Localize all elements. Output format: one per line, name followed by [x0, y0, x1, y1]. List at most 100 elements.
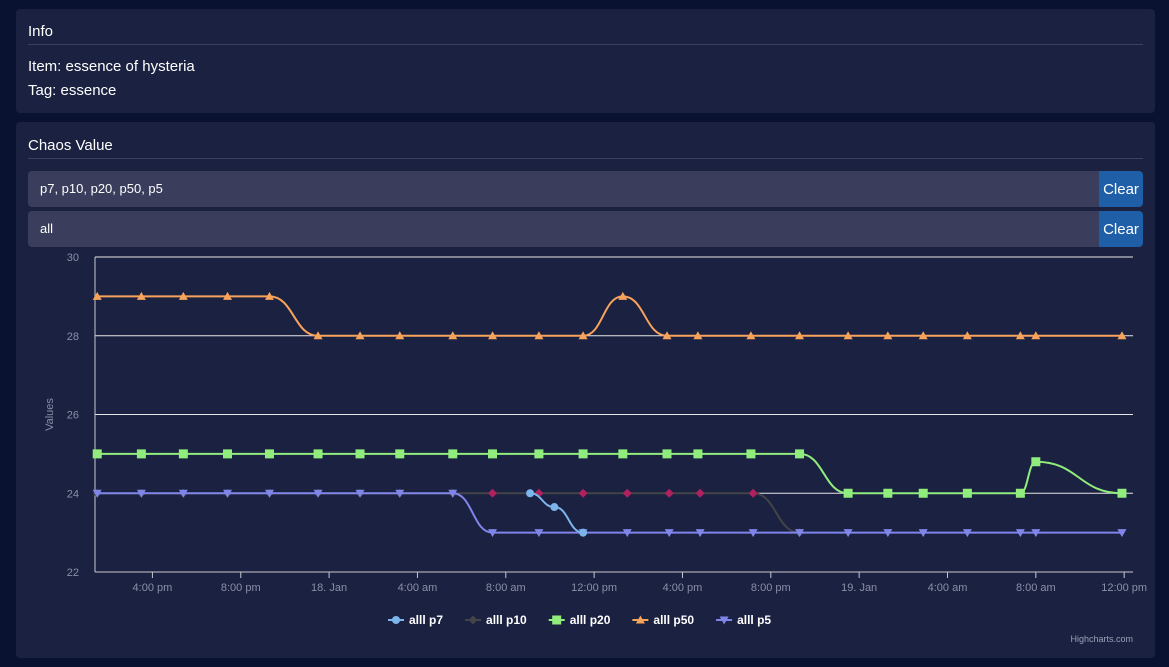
series-line[interactable] [529, 492, 584, 534]
legend-item-alll-p7[interactable]: alll p7 [388, 613, 443, 627]
data-point[interactable] [136, 489, 146, 498]
data-point[interactable] [313, 489, 323, 498]
legend-marker[interactable] [635, 615, 645, 624]
data-point[interactable] [662, 449, 672, 459]
clear-league-filter-button[interactable]: Clear [1099, 211, 1143, 247]
data-point[interactable] [962, 529, 972, 538]
data-point[interactable] [795, 331, 805, 340]
data-point[interactable] [795, 529, 805, 538]
data-point[interactable] [1031, 331, 1041, 340]
data-point[interactable] [178, 489, 188, 498]
data-point[interactable] [695, 529, 705, 538]
data-point[interactable] [488, 449, 498, 459]
data-point[interactable] [918, 529, 928, 538]
data-point[interactable] [1031, 457, 1041, 467]
series-line[interactable] [97, 492, 800, 534]
data-point[interactable] [918, 488, 928, 498]
data-point[interactable] [748, 529, 758, 538]
data-point[interactable] [448, 331, 458, 340]
data-point[interactable] [534, 331, 544, 340]
data-point[interactable] [264, 489, 274, 498]
series-alll-p5[interactable] [92, 489, 1127, 538]
data-point[interactable] [223, 291, 233, 300]
data-point[interactable] [488, 529, 498, 538]
data-point[interactable] [795, 449, 805, 459]
legend-item-alll-p5[interactable]: alll p5 [716, 613, 771, 627]
data-point[interactable] [534, 449, 544, 459]
legend-marker[interactable] [552, 615, 562, 625]
data-point[interactable] [178, 449, 188, 459]
data-point[interactable] [662, 331, 672, 340]
data-point[interactable] [92, 291, 102, 300]
data-point[interactable] [883, 488, 893, 498]
data-point[interactable] [843, 529, 853, 538]
league-filter-field[interactable]: all Clear [28, 211, 1143, 247]
legend-item-alll-p20[interactable]: alll p20 [548, 613, 611, 627]
data-point[interactable] [622, 488, 632, 498]
data-point[interactable] [313, 331, 323, 340]
data-point[interactable] [264, 291, 274, 300]
data-point[interactable] [136, 449, 146, 459]
data-point[interactable] [843, 488, 853, 498]
legend-marker[interactable] [719, 616, 729, 625]
data-point[interactable] [695, 488, 705, 498]
data-point[interactable] [136, 291, 146, 300]
data-point[interactable] [448, 449, 458, 459]
data-point[interactable] [313, 449, 323, 459]
data-point[interactable] [1031, 529, 1041, 538]
data-point[interactable] [622, 529, 632, 538]
highcharts-credit[interactable]: Highcharts.com [1070, 634, 1133, 644]
data-point[interactable] [526, 489, 535, 498]
series-alll-p50[interactable] [92, 291, 1127, 340]
legend-item-alll-p10[interactable]: alll p10 [465, 613, 527, 627]
data-point[interactable] [918, 331, 928, 340]
data-point[interactable] [962, 331, 972, 340]
data-point[interactable] [488, 488, 498, 498]
data-point[interactable] [693, 449, 703, 459]
legend-marker[interactable] [468, 615, 478, 625]
series-alll-p7[interactable] [526, 489, 588, 537]
data-point[interactable] [746, 331, 756, 340]
clear-series-filter-button[interactable]: Clear [1099, 171, 1143, 207]
data-point[interactable] [448, 489, 458, 498]
series-filter-field[interactable]: p7, p10, p20, p50, p5 Clear [28, 171, 1143, 207]
data-point[interactable] [883, 331, 893, 340]
data-point[interactable] [355, 331, 365, 340]
data-point[interactable] [693, 331, 703, 340]
data-point[interactable] [1117, 488, 1127, 498]
data-point[interactable] [223, 489, 233, 498]
legend-marker[interactable] [392, 616, 400, 624]
data-point[interactable] [962, 488, 972, 498]
chart-series[interactable] [92, 291, 1127, 538]
data-point[interactable] [578, 488, 588, 498]
series-alll-p20[interactable] [92, 449, 1127, 498]
data-point[interactable] [1015, 529, 1025, 538]
data-point[interactable] [1117, 529, 1127, 538]
data-point[interactable] [395, 489, 405, 498]
data-point[interactable] [355, 449, 365, 459]
legend-item-alll-p50[interactable]: alll p50 [632, 613, 694, 627]
data-point[interactable] [746, 449, 756, 459]
data-point[interactable] [92, 449, 102, 459]
data-point[interactable] [578, 449, 588, 459]
data-point[interactable] [664, 529, 674, 538]
data-point[interactable] [578, 331, 588, 340]
data-point[interactable] [395, 449, 405, 459]
data-point[interactable] [618, 291, 628, 300]
data-point[interactable] [579, 528, 588, 537]
data-point[interactable] [488, 331, 498, 340]
data-point[interactable] [883, 529, 893, 538]
chart-legend[interactable]: alll p7 alll p10 alll p20 alll p50 alll p5 [388, 613, 771, 627]
series-line[interactable] [97, 492, 1122, 534]
series-line[interactable] [97, 452, 1122, 495]
data-point[interactable] [664, 488, 674, 498]
data-point[interactable] [178, 291, 188, 300]
data-point[interactable] [355, 489, 365, 498]
data-point[interactable] [843, 331, 853, 340]
data-point[interactable] [1015, 488, 1025, 498]
data-point[interactable] [264, 449, 274, 459]
data-point[interactable] [550, 503, 559, 512]
data-point[interactable] [618, 449, 628, 459]
data-point[interactable] [748, 488, 758, 498]
data-point[interactable] [1117, 331, 1127, 340]
